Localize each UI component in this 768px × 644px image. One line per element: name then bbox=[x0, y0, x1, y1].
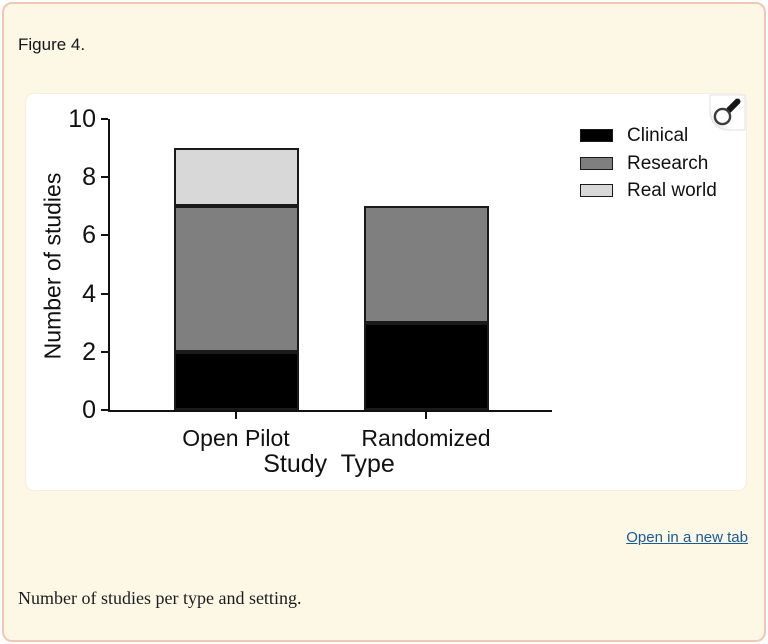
y-tick-label: 8 bbox=[82, 163, 96, 192]
y-tick-label: 2 bbox=[82, 337, 96, 366]
legend-label-clinical: Clinical bbox=[627, 125, 689, 146]
legend-label-real-world: Real world bbox=[627, 180, 717, 201]
legend-label-research: Research bbox=[627, 152, 709, 174]
link-row: Open in a new tab bbox=[626, 529, 748, 547]
y-tick bbox=[101, 350, 108, 353]
y-tick-label: 6 bbox=[82, 221, 96, 250]
y-tick-label: 0 bbox=[82, 396, 96, 424]
y-axis-line bbox=[108, 119, 110, 412]
stacked-bar-chart: 0 2 4 6 8 10 Open Pilot Randomized Number of stu… bbox=[26, 94, 746, 490]
open-in-new-tab-link[interactable]: Open in a new tab bbox=[626, 529, 748, 546]
x-category-label: Open Pilot bbox=[182, 425, 290, 451]
legend-swatch-research bbox=[580, 156, 613, 170]
magnifier-handle bbox=[726, 98, 741, 113]
x-category-label: Randomized bbox=[361, 425, 491, 451]
x-axis-line bbox=[108, 410, 552, 412]
x-tick bbox=[425, 412, 427, 419]
bar-segment-randomized-clinical bbox=[363, 322, 489, 410]
y-tick bbox=[101, 292, 108, 295]
x-tick bbox=[235, 412, 237, 419]
y-tick bbox=[101, 176, 108, 179]
y-tick bbox=[101, 118, 108, 120]
x-axis-title: Study Type bbox=[263, 450, 395, 478]
y-tick-label: 4 bbox=[82, 279, 96, 308]
figure-label: Figure 4. bbox=[18, 35, 86, 54]
magnifier-button[interactable] bbox=[709, 94, 746, 131]
y-tick bbox=[101, 409, 108, 411]
legend-swatch-clinical bbox=[580, 129, 613, 142]
y-tick bbox=[101, 234, 108, 237]
bar-segment-randomized-research bbox=[363, 206, 489, 323]
figure-panel: 0 2 4 6 8 10 Open Pilot Randomized Number of stu… bbox=[26, 94, 746, 490]
bar-segment-open-pilot-research bbox=[173, 206, 299, 352]
legend-swatch-real-world bbox=[580, 184, 613, 197]
figure-caption: Number of studies per type and setting. bbox=[18, 588, 302, 608]
bar-segment-open-pilot-real-world bbox=[173, 148, 299, 207]
bar-segment-open-pilot-clinical bbox=[173, 351, 299, 410]
y-axis-title: Number of studies bbox=[39, 172, 66, 360]
magnifier-lens bbox=[713, 107, 732, 126]
y-tick-label: 10 bbox=[68, 105, 96, 133]
magnifier-icon bbox=[709, 94, 746, 131]
